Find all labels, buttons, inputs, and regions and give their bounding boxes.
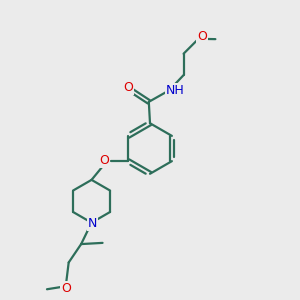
Text: O: O [99,154,109,167]
Text: O: O [197,30,207,43]
Text: NH: NH [166,84,185,97]
Text: O: O [123,81,133,94]
Text: O: O [61,282,70,295]
Text: N: N [88,217,98,230]
